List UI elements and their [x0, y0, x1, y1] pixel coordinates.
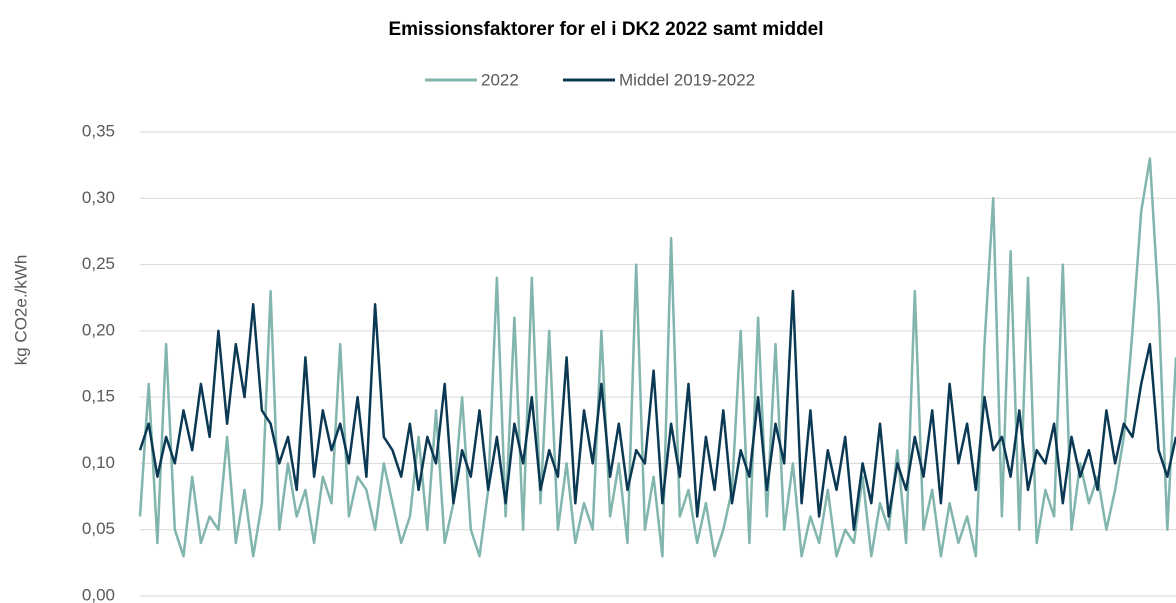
- y-tick-label: 0,15: [82, 387, 115, 406]
- y-tick-label: 0,35: [82, 121, 115, 140]
- series-line: [138, 157, 1176, 558]
- series-line: [138, 289, 1176, 531]
- y-tick-label: 0,05: [82, 519, 115, 538]
- y-tick-label: 0,00: [82, 585, 115, 603]
- legend-label: Middel 2019-2022: [619, 70, 755, 89]
- y-tick-label: 0,10: [82, 453, 115, 472]
- y-tick-label: 0,25: [82, 254, 115, 273]
- y-axis-label: kg CO2e./kWh: [11, 255, 30, 366]
- y-tick-label: 0,20: [82, 320, 115, 339]
- y-tick-label: 0,30: [82, 188, 115, 207]
- chart-title: Emissionsfaktorer for el i DK2 2022 samt…: [388, 19, 823, 40]
- legend-label: 2022: [481, 70, 519, 89]
